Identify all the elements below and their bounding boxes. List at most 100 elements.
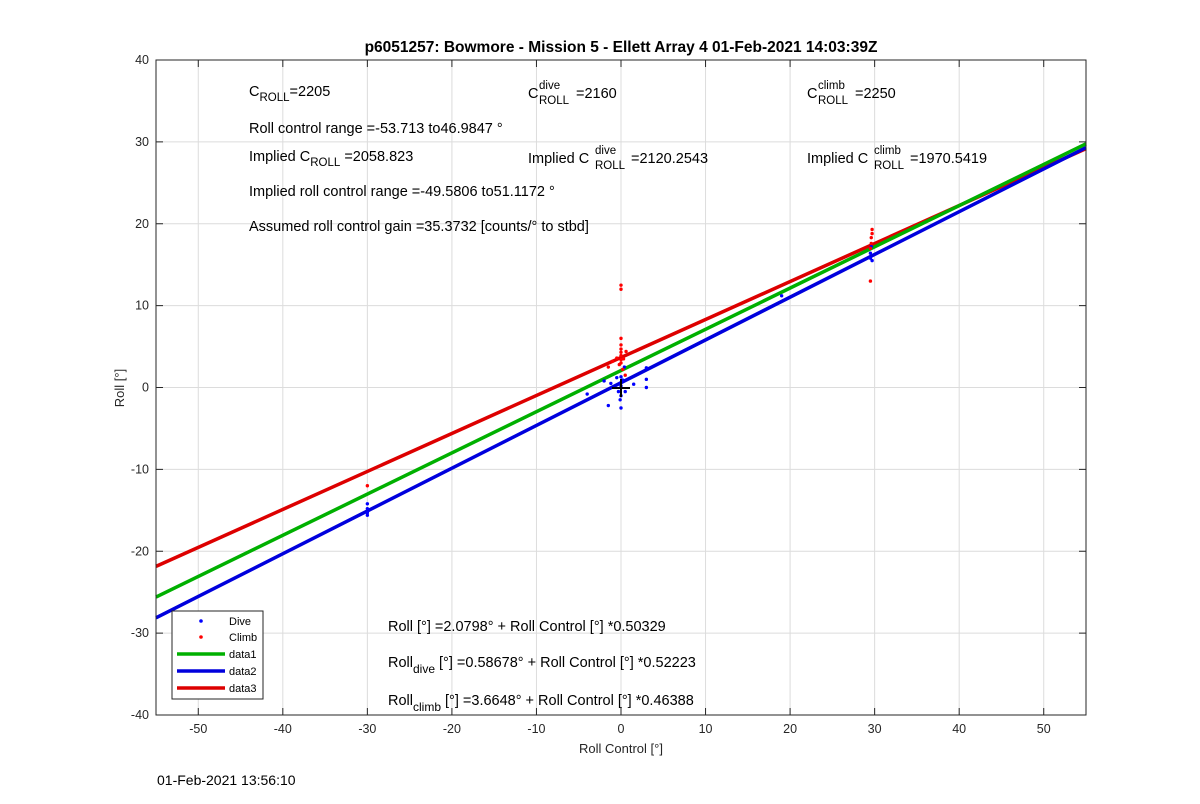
point-climb	[365, 484, 370, 488]
point-climb	[868, 279, 873, 283]
timestamp: 01-Feb-2021 13:56:10	[157, 772, 296, 788]
point-dive	[644, 385, 649, 390]
legend-label: data3	[229, 683, 257, 695]
x-axis-label: Roll Control [°]	[579, 741, 663, 756]
x-tick-label: 0	[618, 722, 625, 736]
point-climb	[870, 227, 874, 232]
x-tick-label: -30	[358, 722, 376, 736]
svg-text:dive: dive	[595, 145, 616, 157]
x-tick-label: 20	[783, 722, 797, 736]
y-axis-label: Roll [°]	[112, 369, 127, 407]
point-climb	[869, 235, 873, 240]
equation-climb: Rollclimb [°] =3.6648° + Roll Control [°…	[388, 693, 694, 714]
equation-dive: Rolldive [°] =0.58678° + Roll Control [°…	[388, 655, 696, 676]
point-dive	[644, 377, 649, 382]
point-dive	[779, 294, 784, 298]
implied-c-roll-climb: Implied C climb ROLL =1970.5419	[807, 145, 987, 172]
svg-text:=2250: =2250	[855, 86, 896, 102]
y-tick-label: -30	[131, 626, 149, 640]
legend-label: data2	[229, 666, 257, 678]
annotations: CROLL=2205 C dive ROLL =2160 C climb ROL…	[249, 80, 987, 714]
point-dive	[616, 389, 621, 394]
roll-control-range: Roll control range =-53.713 to46.9847 °	[249, 121, 503, 137]
x-tick-label: 50	[1037, 722, 1051, 736]
point-dive	[868, 256, 873, 260]
x-tick-label: -10	[527, 722, 545, 736]
c-roll-climb-annotation: C climb ROLL =2250	[807, 80, 896, 107]
y-tick-label: -40	[131, 708, 149, 722]
svg-text:C: C	[528, 86, 538, 102]
point-climb	[620, 367, 625, 372]
svg-text:climb: climb	[818, 80, 845, 92]
implied-roll-control-range: Implied roll control range =-49.5806 to5…	[249, 184, 555, 200]
x-tick-label: -40	[274, 722, 292, 736]
point-dive	[868, 251, 873, 255]
point-climb	[623, 373, 627, 377]
point-climb	[619, 336, 623, 341]
point-climb	[624, 349, 628, 354]
y-tick-label: 40	[135, 53, 149, 67]
point-dive	[644, 366, 649, 370]
equation-all: Roll [°] =2.0798° + Roll Control [°] *0.…	[388, 619, 666, 635]
point-climb	[619, 350, 623, 354]
point-dive	[615, 375, 619, 380]
svg-text:dive: dive	[539, 80, 560, 92]
point-dive	[619, 406, 623, 410]
point-dive	[609, 381, 613, 386]
y-tick-label: 30	[135, 135, 149, 149]
svg-text:=2160: =2160	[576, 86, 617, 102]
point-dive	[619, 375, 623, 379]
point-dive	[606, 403, 611, 408]
point-dive	[365, 502, 370, 506]
legend-label: Dive	[229, 616, 251, 628]
x-tick-label: 30	[868, 722, 882, 736]
y-tick-label: 0	[142, 381, 149, 395]
point-climb	[870, 231, 874, 236]
point-climb	[610, 359, 615, 363]
origin-marker	[612, 379, 630, 397]
svg-text:ROLL: ROLL	[539, 95, 570, 107]
y-tick-label: 20	[135, 217, 149, 231]
point-dive	[365, 506, 370, 511]
implied-c-roll: Implied CROLL =2058.823	[249, 149, 413, 169]
point-dive	[870, 258, 874, 263]
x-tick-label: 40	[952, 722, 966, 736]
svg-text:Implied C: Implied C	[807, 151, 868, 167]
x-tick-label: 10	[699, 722, 713, 736]
svg-text:C: C	[807, 86, 817, 102]
point-dive	[365, 511, 370, 515]
point-climb	[615, 356, 619, 360]
point-climb	[868, 246, 873, 251]
point-dive	[602, 379, 606, 383]
point-dive	[585, 392, 589, 396]
svg-text:ROLL: ROLL	[595, 160, 626, 172]
svg-text:Implied C: Implied C	[528, 151, 589, 167]
point-climb	[619, 347, 623, 351]
point-dive	[622, 365, 627, 369]
point-climb	[869, 241, 873, 246]
c-roll-annotation: CROLL=2205	[249, 84, 330, 104]
point-climb	[619, 343, 623, 347]
x-tick-label: -20	[443, 722, 461, 736]
point-climb	[621, 357, 626, 361]
implied-c-roll-dive: Implied C dive ROLL =2120.2543	[528, 145, 708, 172]
point-climb	[619, 283, 623, 287]
point-climb	[619, 353, 623, 358]
point-climb	[619, 361, 623, 365]
svg-text:ROLL: ROLL	[874, 160, 905, 172]
point-dive	[631, 382, 636, 386]
point-dive	[618, 398, 622, 402]
svg-text:=1970.5419: =1970.5419	[910, 151, 987, 167]
fit-line-data1	[155, 142, 1087, 599]
chart-title: p6051257: Bowmore - Mission 5 - Ellett A…	[365, 39, 878, 56]
legend-label: Climb	[229, 632, 257, 644]
y-tick-label: -10	[131, 462, 149, 476]
axis-ticks: -50 -40 -30 -20 -10 0 10 20 30 40 50 -40 -30 -20 -10 0 1…	[131, 53, 1086, 736]
x-tick-label: -50	[189, 722, 207, 736]
legend: Dive Climb data1 data2 data3	[171, 610, 264, 700]
svg-text:ROLL: ROLL	[818, 95, 849, 107]
point-dive	[623, 389, 627, 394]
legend-marker-climb	[199, 635, 203, 639]
legend-label: data1	[229, 649, 257, 661]
